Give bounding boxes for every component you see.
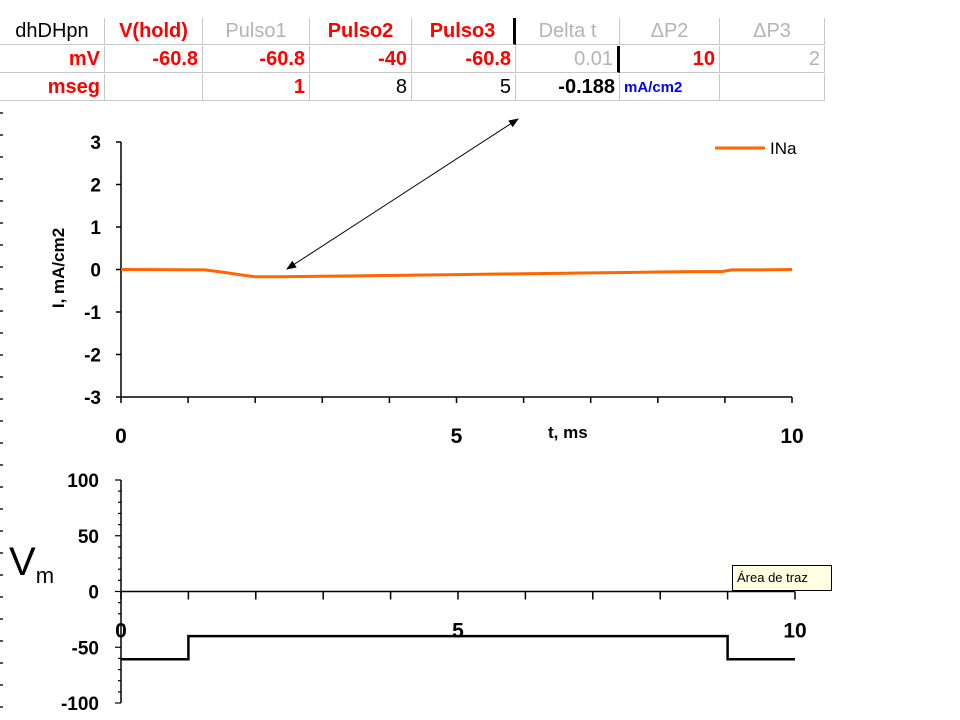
- header-cell[interactable]: dhDHpn: [0, 18, 105, 45]
- y-tick-label: -100: [61, 694, 99, 715]
- table-row-headers: dhDHpn V(hold) Pulso1 Pulso2 Pulso3 Delt…: [0, 18, 830, 46]
- header-cell[interactable]: Pulso1: [203, 18, 310, 45]
- axes: 100 50 0 -50 -100 0 5 10: [61, 471, 807, 715]
- y-tick-label: 3: [90, 133, 101, 154]
- left-margin-rule: [0, 112, 3, 720]
- table-row-mseg: mseg 1 8 5 -0.188 mA/cm2: [0, 74, 830, 102]
- value-cell[interactable]: 2: [720, 46, 825, 73]
- x-tick-label: 0: [115, 425, 127, 448]
- header-cell[interactable]: Pulso3: [412, 18, 516, 45]
- value-cell[interactable]: 5: [412, 74, 516, 101]
- y-tick-label: -50: [72, 638, 99, 659]
- header-cell[interactable]: V(hold): [105, 18, 203, 45]
- y-tick-label: -2: [84, 346, 101, 367]
- voltage-chart[interactable]: 100 50 0 -50 -100 0 5 10: [0, 460, 840, 720]
- value-cell[interactable]: 0.01: [516, 46, 620, 73]
- plot-area: [120, 268, 793, 279]
- legend-label: INa: [770, 139, 797, 158]
- x-tick-label: 0: [115, 620, 127, 643]
- x-tick-label: 10: [780, 425, 803, 448]
- y-tick-label: 1: [90, 218, 101, 239]
- value-cell[interactable]: -40: [310, 46, 412, 73]
- value-cell[interactable]: -60.8: [105, 46, 203, 73]
- y-tick-label: 2: [90, 176, 101, 197]
- y-axis-label: I, mA/cm2: [49, 228, 68, 308]
- x-axis-label: t, ms: [548, 423, 588, 442]
- x-tick-label: 5: [452, 620, 464, 643]
- value-cell[interactable]: [720, 74, 825, 101]
- value-cell[interactable]: -60.8: [203, 46, 310, 73]
- header-cell[interactable]: Pulso2: [310, 18, 412, 45]
- y-tick-label: 100: [67, 471, 99, 492]
- header-cell[interactable]: ΔP2: [620, 18, 720, 45]
- value-cell[interactable]: 8: [310, 74, 412, 101]
- series-line-ina: [120, 268, 793, 279]
- y-tick-label: 0: [90, 261, 101, 282]
- header-cell[interactable]: Delta t: [516, 18, 620, 45]
- x-tick-label: 5: [451, 425, 463, 448]
- plot-area: [121, 634, 795, 661]
- y-tick-label: -3: [84, 388, 101, 409]
- table-row-mv: mV -60.8 -60.8 -40 -60.8 0.01 10 2: [0, 46, 830, 74]
- y-tick-label: -1: [84, 303, 101, 324]
- value-cell[interactable]: 1: [203, 74, 310, 101]
- value-cell[interactable]: -60.8: [412, 46, 516, 73]
- y-tick-label: 0: [88, 583, 99, 604]
- value-cell[interactable]: [105, 74, 203, 101]
- unit-cell[interactable]: mA/cm2: [620, 74, 720, 101]
- header-cell[interactable]: ΔP3: [720, 18, 825, 45]
- x-tick-label: 10: [783, 620, 806, 643]
- vm-label: Vm: [9, 540, 55, 588]
- value-cell[interactable]: -0.188: [516, 74, 620, 101]
- row-label-cell[interactable]: mseg: [0, 74, 105, 101]
- voltage-protocol-line: [121, 634, 795, 661]
- y-tick-label: 50: [78, 527, 99, 548]
- row-label-cell[interactable]: mV: [0, 46, 105, 73]
- value-cell[interactable]: 10: [620, 46, 720, 73]
- tooltip: Área de traz: [732, 565, 832, 591]
- parameter-table: dhDHpn V(hold) Pulso1 Pulso2 Pulso3 Delt…: [0, 0, 830, 110]
